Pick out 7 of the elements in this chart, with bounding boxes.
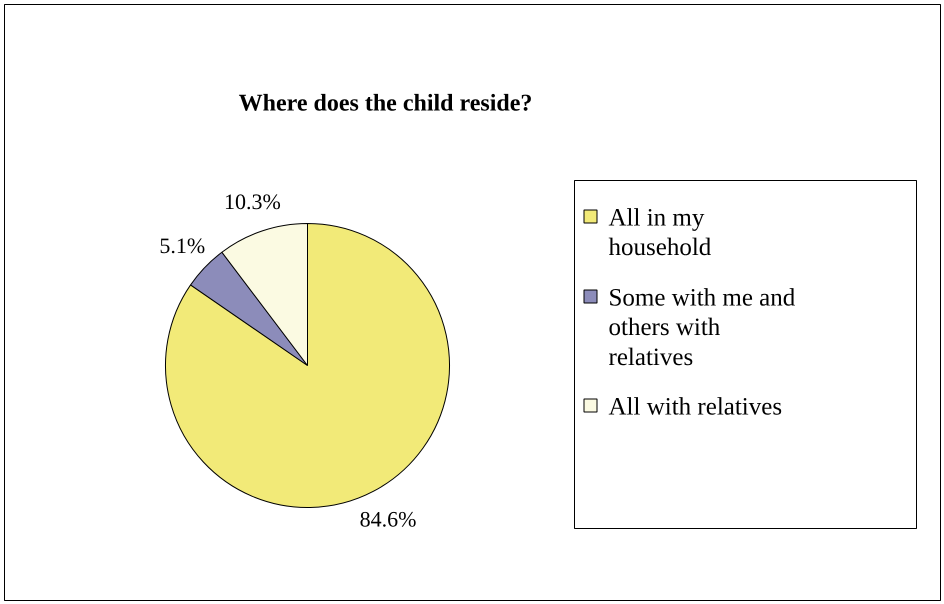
legend-label: All in my household <box>608 204 712 262</box>
data-label: 10.3% <box>224 188 281 214</box>
data-label: 84.6% <box>360 506 416 532</box>
data-label: 5.1% <box>159 233 206 258</box>
legend-label: All with relatives <box>608 394 782 420</box>
legend-label: Some with me and others with relatives <box>608 284 796 371</box>
chart-title: Where does the child reside? <box>238 90 532 116</box>
